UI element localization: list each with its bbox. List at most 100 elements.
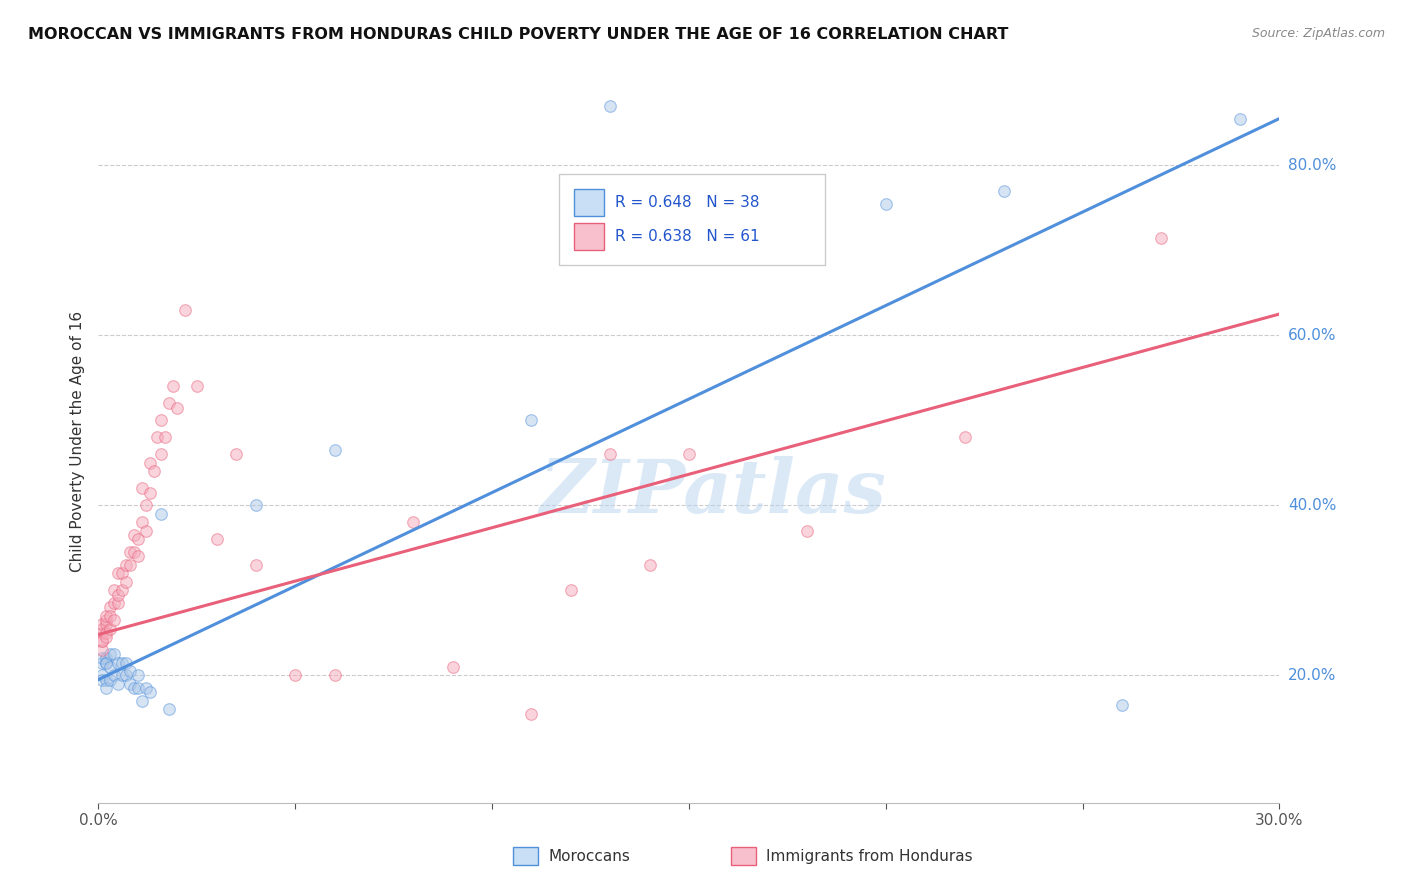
Point [103, 668, 125, 682]
Point [96, 613, 118, 627]
Point [103, 647, 125, 661]
Point [402, 516, 425, 530]
FancyBboxPatch shape [560, 174, 825, 265]
Point [599, 447, 621, 461]
Point [96, 656, 118, 670]
Point [1150, 230, 1173, 244]
Y-axis label: Child Poverty Under the Age of 16: Child Poverty Under the Age of 16 [69, 311, 84, 572]
Point [98, 647, 121, 661]
Point [118, 677, 141, 691]
Point [91, 656, 114, 670]
Point [103, 596, 125, 610]
Point [111, 583, 134, 598]
Point [111, 566, 134, 581]
Point [107, 677, 129, 691]
Text: ZIPatlas: ZIPatlas [538, 456, 886, 528]
Point [91, 622, 114, 636]
Text: Source: ZipAtlas.com: Source: ZipAtlas.com [1251, 27, 1385, 40]
Point [138, 485, 160, 500]
Point [135, 524, 157, 538]
Point [875, 196, 897, 211]
Point [118, 664, 141, 678]
Point [111, 668, 134, 682]
Point [127, 681, 149, 695]
Point [91, 668, 114, 682]
Point [131, 481, 153, 495]
Point [993, 184, 1015, 198]
Point [127, 533, 149, 547]
Point [115, 656, 138, 670]
Point [146, 430, 169, 444]
Point [225, 447, 247, 461]
Point [122, 681, 145, 695]
Text: R = 0.638   N = 61: R = 0.638 N = 61 [614, 229, 759, 244]
Point [138, 456, 160, 470]
Point [1111, 698, 1133, 712]
Point [520, 706, 543, 721]
Text: 20.0%: 20.0% [1288, 668, 1336, 682]
Point [150, 507, 173, 521]
Point [107, 588, 129, 602]
Text: MOROCCAN VS IMMIGRANTS FROM HONDURAS CHILD POVERTY UNDER THE AGE OF 16 CORRELATI: MOROCCAN VS IMMIGRANTS FROM HONDURAS CHI… [28, 27, 1008, 42]
Point [91, 651, 114, 665]
Point [122, 528, 145, 542]
Point [142, 464, 165, 478]
Point [245, 498, 267, 512]
Point [638, 558, 661, 572]
Point [96, 673, 118, 687]
Point [96, 608, 118, 623]
Point [1229, 112, 1251, 126]
Point [166, 401, 188, 415]
Point [103, 613, 125, 627]
Point [96, 625, 118, 640]
Point [157, 702, 180, 716]
Point [107, 596, 129, 610]
Point [96, 651, 118, 665]
Point [103, 583, 125, 598]
Point [245, 558, 267, 572]
Point [91, 673, 114, 687]
Point [135, 498, 157, 512]
Point [131, 694, 153, 708]
Text: Immigrants from Honduras: Immigrants from Honduras [766, 849, 973, 863]
Text: 40.0%: 40.0% [1288, 498, 1336, 513]
Point [107, 566, 129, 581]
Point [98, 600, 121, 615]
Point [91, 625, 114, 640]
Text: R = 0.648   N = 38: R = 0.648 N = 38 [614, 194, 759, 210]
Point [138, 685, 160, 699]
Point [186, 379, 208, 393]
Point [96, 630, 118, 644]
Point [118, 558, 141, 572]
Point [150, 447, 173, 461]
Point [98, 608, 121, 623]
Point [599, 99, 621, 113]
Point [127, 549, 149, 564]
FancyBboxPatch shape [575, 223, 605, 250]
Point [155, 430, 177, 444]
Point [131, 516, 153, 530]
Text: Moroccans: Moroccans [548, 849, 630, 863]
Point [122, 545, 145, 559]
Point [111, 656, 134, 670]
Point [91, 634, 114, 648]
Point [96, 656, 118, 670]
Point [284, 668, 307, 682]
Point [441, 660, 464, 674]
Point [98, 673, 121, 687]
Point [150, 413, 173, 427]
Point [107, 656, 129, 670]
Point [98, 622, 121, 636]
Point [98, 660, 121, 674]
Point [162, 379, 184, 393]
Point [135, 681, 157, 695]
Point [127, 668, 149, 682]
Point [678, 447, 700, 461]
Point [796, 524, 818, 538]
Point [115, 558, 138, 572]
Point [953, 430, 976, 444]
Point [205, 533, 228, 547]
Point [323, 443, 346, 458]
Point [96, 681, 118, 695]
Text: 80.0%: 80.0% [1288, 158, 1336, 173]
